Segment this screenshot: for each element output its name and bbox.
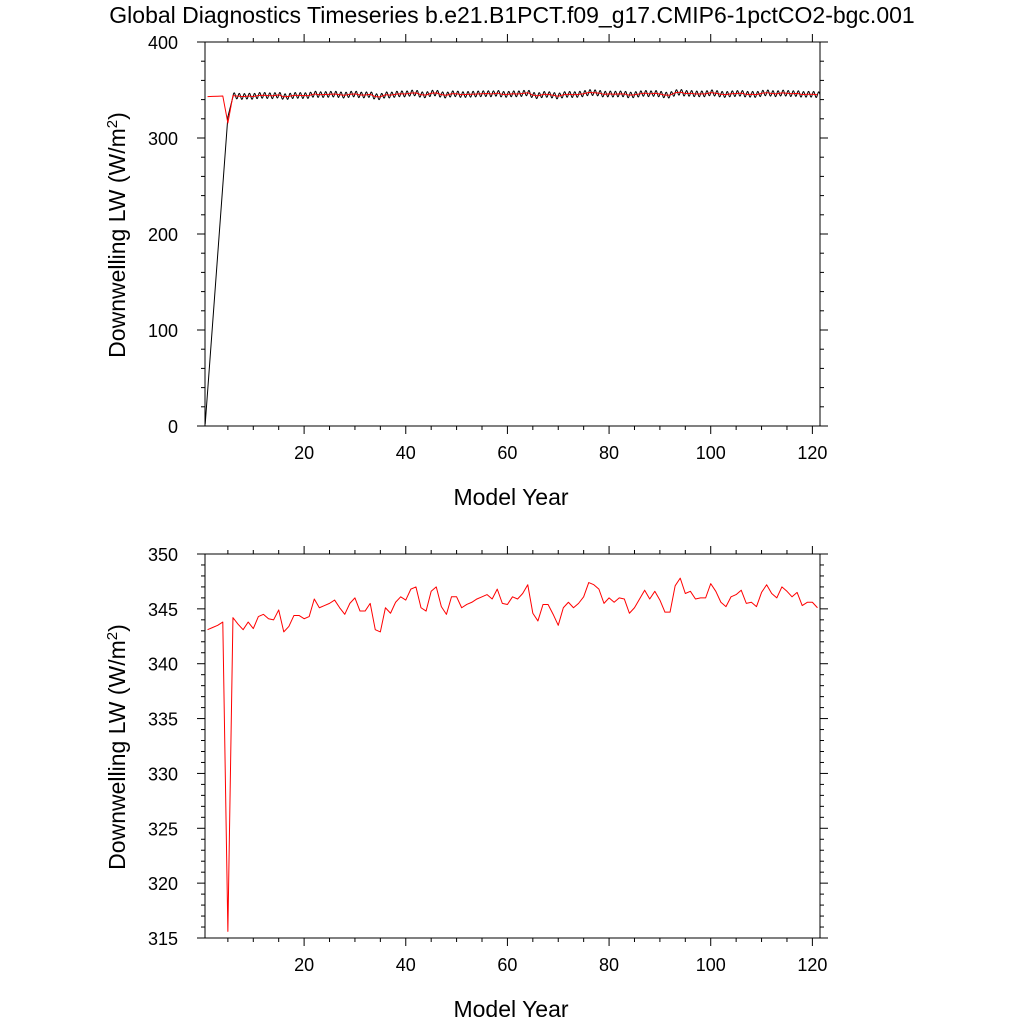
top-panel: Model Year Downwelling LW (W/m2) 20 40 60 8…	[104, 33, 828, 510]
top-y-tick-label: 300	[148, 129, 178, 149]
bottom-y-tick-label: 345	[148, 600, 178, 620]
bottom-y-tick-label: 320	[148, 874, 178, 894]
bottom-series-0-line	[207, 577, 818, 932]
top-y-tick-label: 100	[148, 321, 178, 341]
bottom-y-tick-label: 330	[148, 764, 178, 784]
top-plot-frame	[204, 41, 821, 427]
bottom-panel: Model Year Downwelling LW (W/m2) 20 40 60 8…	[104, 545, 828, 1022]
top-y-tick-label: 0	[168, 417, 178, 437]
bottom-xlabel: Model Year	[453, 996, 568, 1022]
top-y-tick-label: 200	[148, 225, 178, 245]
top-x-tick-label: 20	[294, 443, 314, 463]
bottom-ylabel: Downwelling LW (W/m2)	[104, 624, 130, 870]
bottom-x-tick-label: 80	[599, 955, 619, 975]
top-y-tick-label: 400	[148, 33, 178, 53]
top-x-tick-label: 80	[599, 443, 619, 463]
bottom-y-tick-label: 315	[148, 929, 178, 949]
bottom-x-tick-label: 60	[497, 955, 517, 975]
top-ylabel: Downwelling LW (W/m2)	[104, 112, 130, 358]
top-series-0-line	[205, 89, 820, 425]
bottom-x-tick-label: 120	[797, 955, 827, 975]
top-series-1-line	[207, 91, 818, 124]
bottom-x-tick-label: 40	[396, 955, 416, 975]
top-x-tick-label: 120	[797, 443, 827, 463]
bottom-x-tick-label: 100	[696, 955, 726, 975]
top-x-tick-label: 100	[696, 443, 726, 463]
bottom-x-tick-label: 20	[294, 955, 314, 975]
top-x-tick-label: 60	[497, 443, 517, 463]
bottom-y-tick-label: 350	[148, 545, 178, 565]
bottom-y-tick-label: 325	[148, 819, 178, 839]
bottom-plot-frame	[204, 553, 821, 939]
top-xlabel: Model Year	[453, 484, 568, 510]
figure-title: Global Diagnostics Timeseries b.e21.B1PC…	[109, 2, 914, 28]
bottom-y-tick-label: 340	[148, 655, 178, 675]
top-x-tick-label: 40	[396, 443, 416, 463]
bottom-y-tick-label: 335	[148, 710, 178, 730]
